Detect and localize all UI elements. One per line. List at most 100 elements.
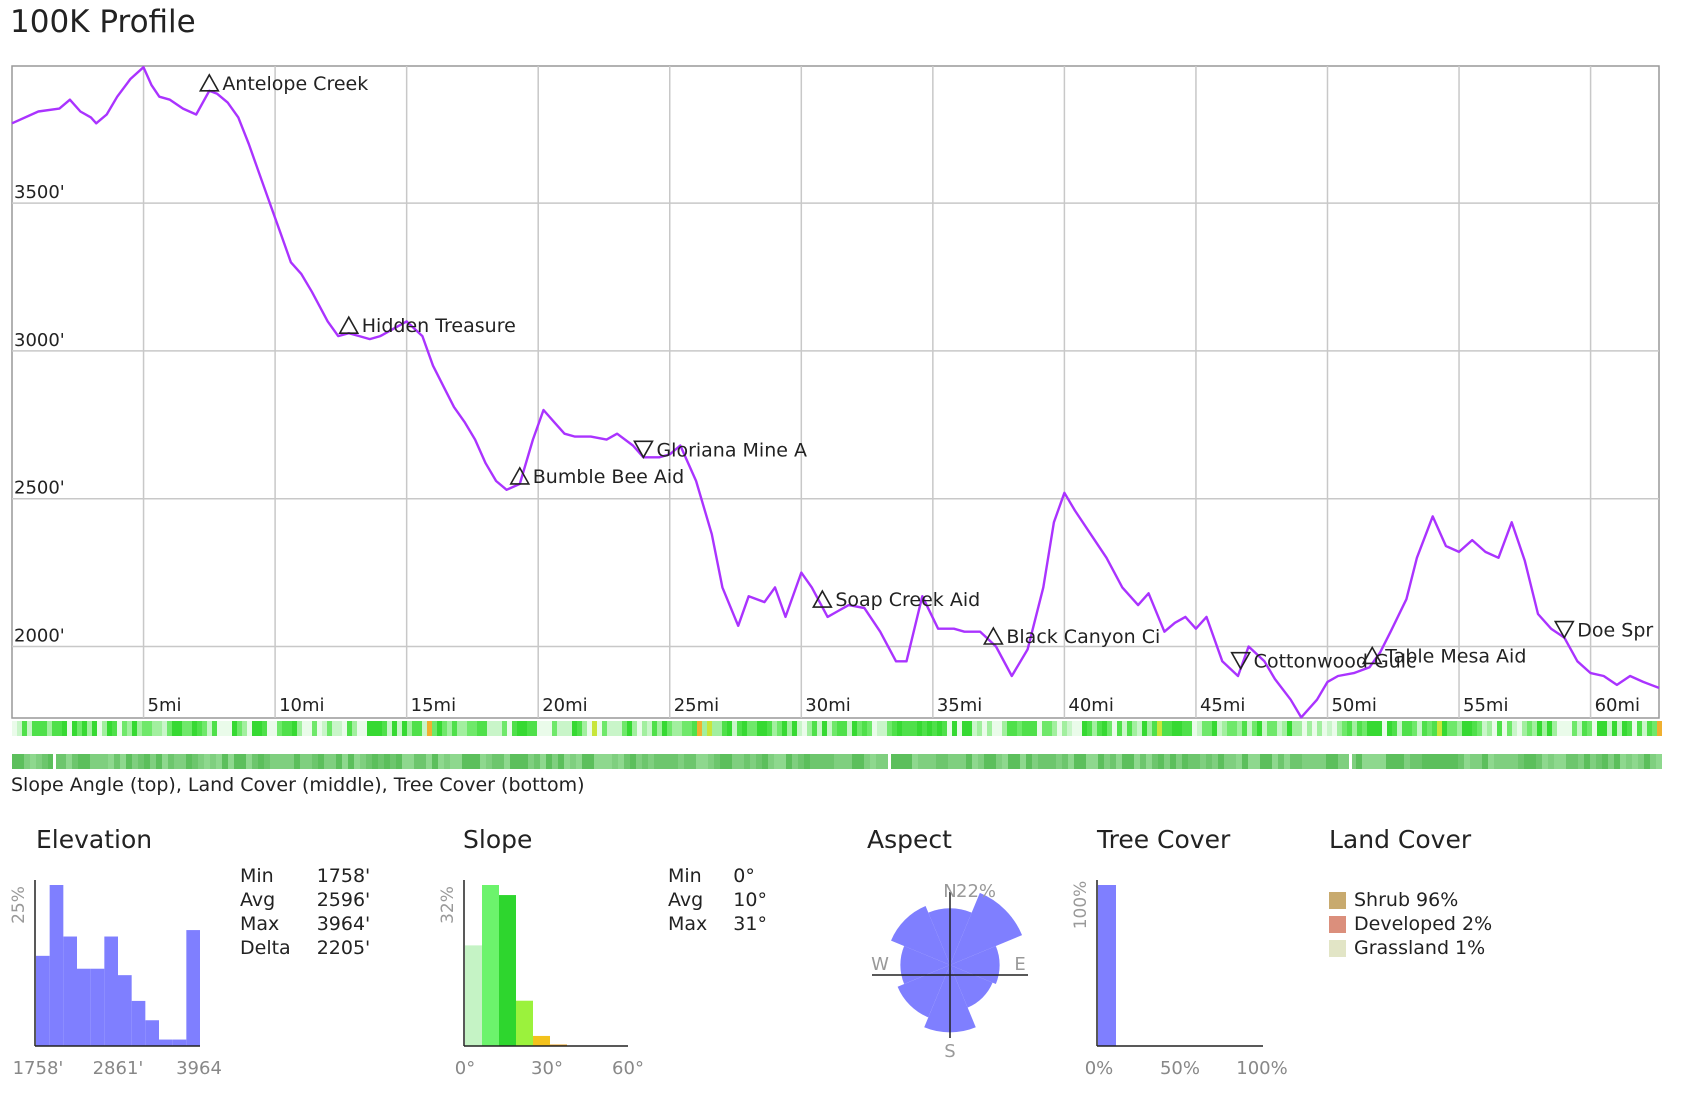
slope-strip-cell: [582, 721, 587, 736]
slope-strip-cell: [1622, 721, 1627, 736]
slope-strip-cell: [572, 721, 577, 736]
land-strip-cell: [582, 754, 588, 769]
slope-strip-cell: [12, 721, 17, 736]
land-strip-cell: [456, 754, 462, 769]
land-strip-cell: [246, 754, 252, 769]
slope-strip-cell: [317, 721, 322, 736]
land-strip-cell: [1506, 754, 1512, 769]
slope-strip-cell: [907, 721, 912, 736]
land-strip-cell: [312, 754, 318, 769]
slope-strip-cell: [547, 721, 552, 736]
land-strip-cell: [294, 754, 300, 769]
slope-strip-cell: [262, 721, 267, 736]
waypoint: Antelope Creek: [198, 73, 368, 95]
stat-label: Avg: [668, 889, 704, 911]
land-strip-cell: [300, 754, 306, 769]
slope-strip-cell: [592, 721, 597, 736]
land-strip-cell: [852, 754, 858, 769]
slope-strip-cell: [1197, 721, 1202, 736]
land-strip-cell: [906, 754, 912, 769]
land-strip-cell: [258, 754, 264, 769]
slope-strip-cell: [1202, 721, 1207, 736]
slope-strip-cell: [507, 721, 512, 736]
land-strip-cell: [1530, 754, 1536, 769]
land-strip-cell: [1086, 754, 1092, 769]
slope-strip-cell: [1317, 721, 1322, 736]
slope-strip-cell: [132, 721, 137, 736]
slope-strip-cell: [152, 721, 157, 736]
waypoint-label: Table Mesa Aid: [1384, 645, 1526, 667]
slope-strip-cell: [637, 721, 642, 736]
land-strip-cell: [1278, 754, 1284, 769]
slope-strip-cell: [787, 721, 792, 736]
land-strip-cell: [384, 754, 390, 769]
slope-strip-cell: [517, 721, 522, 736]
histogram-bar: [172, 1039, 187, 1046]
land-strip-cell: [678, 754, 684, 769]
slope-strip-cell: [37, 721, 42, 736]
stat-label: Max: [668, 913, 708, 935]
slope-strip-cell: [692, 721, 697, 736]
slope-strip-cell: [987, 721, 992, 736]
slope-strip-cell: [1637, 721, 1642, 736]
slope-strip-cell: [817, 721, 822, 736]
slope-strip-cell: [1502, 721, 1507, 736]
slope-strip-cell: [257, 721, 262, 736]
slope-strip-cell: [1177, 721, 1182, 736]
slope-strip-cell: [1347, 721, 1352, 736]
slope-strip-cell: [1027, 721, 1032, 736]
slope-strip-cell: [1127, 721, 1132, 736]
land-strip-cell: [1080, 754, 1086, 769]
slope-strip-cell: [1192, 721, 1197, 736]
slope-strip-cell: [977, 721, 982, 736]
land-strip-cell: [1002, 754, 1008, 769]
slope-strip-cell: [172, 721, 177, 736]
land-strip-cell: [864, 754, 870, 769]
land-strip-cell: [684, 754, 690, 769]
slope-strip-cell: [1297, 721, 1302, 736]
waypoint-marker: [509, 466, 531, 485]
slope-strip-cell: [612, 721, 617, 736]
land-strip-gap: [53, 754, 56, 769]
slope-strip-cell: [587, 721, 592, 736]
histogram-bar: [104, 936, 118, 1046]
land-strip-cell: [1302, 754, 1308, 769]
slope-strip-cell: [1017, 721, 1022, 736]
slope-strip-cell: [1452, 721, 1457, 736]
slope-strip-cell: [1247, 721, 1252, 736]
slope-strip-cell: [1602, 721, 1607, 736]
land-strip-cell: [1446, 754, 1452, 769]
land-strip-cell: [996, 754, 1002, 769]
land-strip-cell: [1416, 754, 1422, 769]
land-strip-cell: [204, 754, 210, 769]
slope-strip-cell: [1267, 721, 1272, 736]
land-strip-cell: [66, 754, 72, 769]
slope-strip-cell: [932, 721, 937, 736]
land-strip-cell: [378, 754, 384, 769]
stat-row: Avg 2596': [240, 888, 370, 912]
land-strip-cell: [462, 754, 468, 769]
slope-strip-cell: [1327, 721, 1332, 736]
slope-strip-cell: [597, 721, 602, 736]
waypoint-marker: [1553, 620, 1575, 640]
histogram-bar: [482, 885, 499, 1046]
land-strip-cell: [1482, 754, 1488, 769]
land-strip-cell: [1584, 754, 1590, 769]
slope-strip-cell: [757, 721, 762, 736]
tree-cover-histogram: 100% 0% 50% 100%: [1071, 880, 1288, 1079]
slope-strip-cell: [992, 721, 997, 736]
slope-strip-cell: [1182, 721, 1187, 736]
slope-strip-cell: [242, 721, 247, 736]
land-strip-cell: [1350, 754, 1356, 769]
slope-strip-cell: [527, 721, 532, 736]
slope-strip-cell: [1557, 721, 1562, 736]
slope-strip-cell: [1112, 721, 1117, 736]
waypoint-marker: [1361, 645, 1383, 665]
slope-strip-cell: [647, 721, 652, 736]
land-strip-cell: [624, 754, 630, 769]
legend-swatch: [1329, 891, 1346, 909]
histogram-bar: [533, 1035, 550, 1046]
x-tick-label: 0°: [455, 1058, 475, 1079]
land-strip-cell: [798, 754, 804, 769]
slope-strip-cell: [577, 721, 582, 736]
